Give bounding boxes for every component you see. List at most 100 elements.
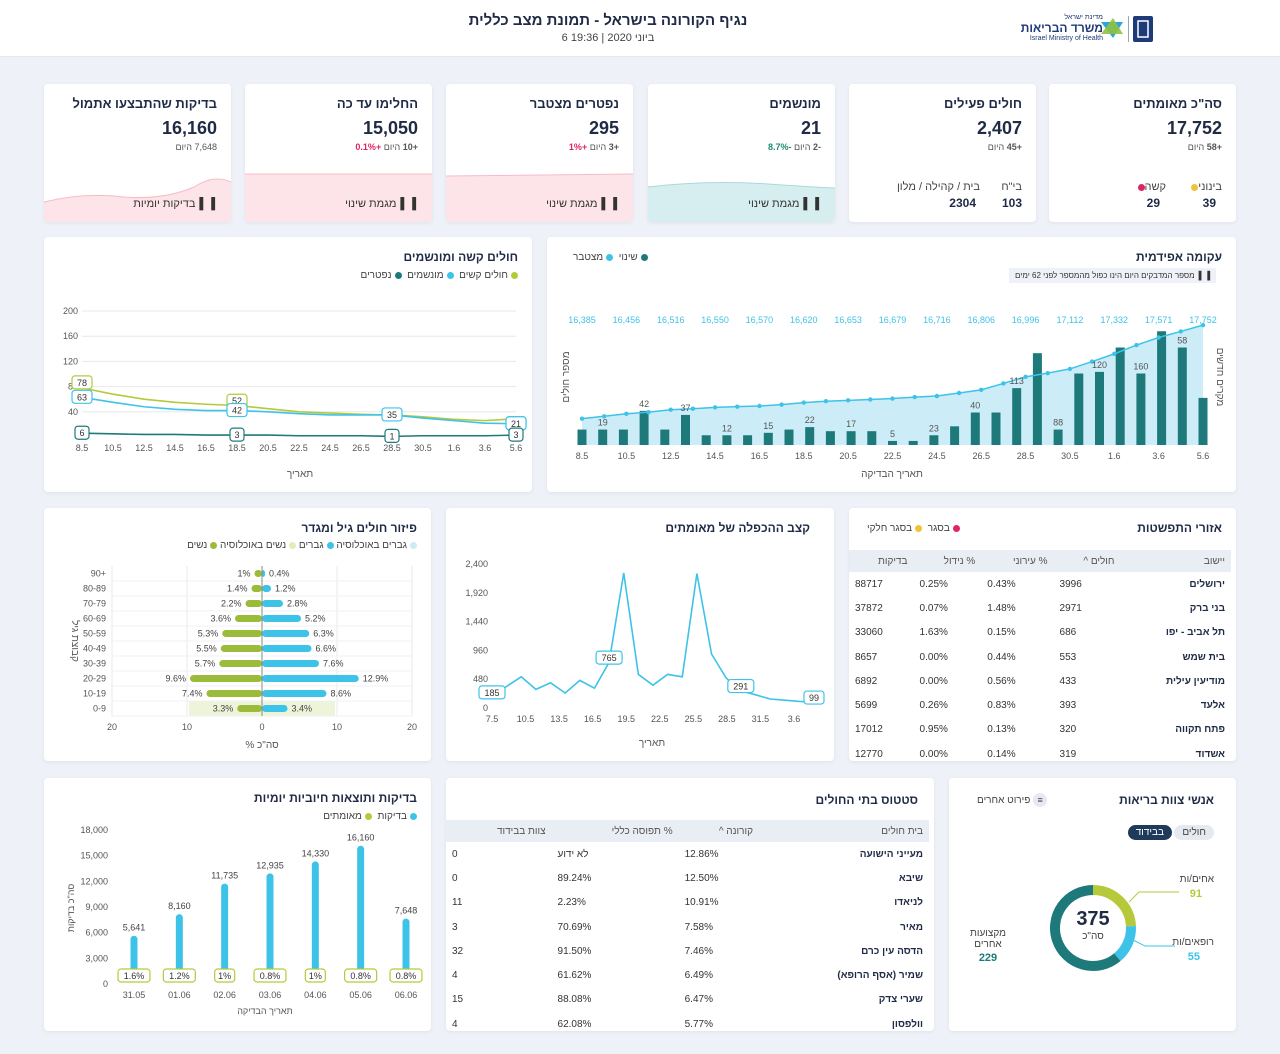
bar-label: 19 — [598, 418, 608, 428]
positive-pct-box — [304, 968, 326, 983]
ministry-logo: מדינת ישראל משרד הבריאות Israel Ministry… — [1005, 12, 1165, 46]
epi-bar — [577, 429, 587, 445]
trend-link[interactable]: ▐▌מגמת שינוי — [748, 198, 819, 210]
column-header[interactable]: % תפוסה כללי — [551, 820, 679, 842]
table-cell: 0.14% — [987, 748, 1016, 760]
menu-icon: ≡ — [1033, 793, 1048, 807]
column-header[interactable]: צוות בבידוד — [446, 820, 552, 842]
tests-bar — [175, 914, 183, 972]
table-cell: 12.50% — [684, 872, 719, 884]
male-bar — [262, 645, 312, 652]
series-line — [81, 432, 517, 438]
table-cell: 0 — [452, 872, 458, 884]
x-tick: 20.5 — [259, 443, 277, 453]
table-cell: 7.46% — [684, 945, 713, 957]
tab-isolation[interactable]: בבידוד — [1127, 825, 1172, 840]
female-bar — [245, 600, 262, 607]
callout: 3 — [513, 430, 518, 440]
epi-bar — [805, 427, 815, 445]
table-cell: 70.69% — [557, 921, 592, 933]
cumulative-label: 16,620 — [790, 315, 818, 325]
callout: 3 — [234, 430, 239, 440]
x-tick: 3.6 — [788, 714, 801, 724]
table-cell: 61.62% — [557, 970, 592, 982]
epi-bar — [950, 426, 960, 445]
bar-label: 17 — [846, 419, 856, 429]
x-axis-label: תאריך — [639, 738, 665, 749]
bar-label: 5 — [890, 429, 895, 439]
donut-segment — [1092, 885, 1136, 927]
x-tick: 5.6 — [1197, 451, 1210, 461]
column-header[interactable]: % נידול — [913, 550, 982, 572]
table-cell: 5699 — [855, 700, 878, 712]
table-row: לניאדו 10.91% 2.23% 11 — [446, 891, 929, 915]
table-cell: 1.63% — [919, 627, 948, 639]
column-header[interactable]: חולים ^ — [1053, 550, 1121, 572]
callout: 765 — [602, 653, 617, 663]
bar-chart-icon: ▐▌ — [1198, 271, 1210, 280]
trend-link[interactable]: ▐▌מגמת שינוי — [345, 198, 416, 210]
table-cell: 88.08% — [557, 994, 592, 1006]
x-tick: 22.5 — [651, 714, 669, 724]
table-cell: 6.47% — [684, 994, 713, 1006]
tab-sick[interactable]: חולים — [1174, 825, 1214, 840]
y-tick: 3,000 — [85, 953, 108, 963]
x-tick: 01.06 — [168, 990, 191, 1000]
daily-tests-link[interactable]: ▐▌בדיקות יומיות — [133, 198, 215, 210]
y-tick: 1,440 — [465, 617, 488, 627]
kpi-card-recovered[interactable]: החלימו עד כה 15,050 +10 היום +0.1% ▐▌מגמ… — [245, 84, 432, 222]
kpi-card-ventilated[interactable]: מונשמים 21 -2 היום -8.7% ▐▌מגמת שינוי — [648, 84, 835, 222]
bar-label: 23 — [929, 423, 939, 433]
y-tick: 200 — [63, 306, 78, 316]
trend-link[interactable]: ▐▌מגמת שינוי — [546, 198, 617, 210]
column-header[interactable]: בית חולים — [758, 820, 929, 842]
column-header[interactable]: יישוב — [1120, 550, 1231, 572]
bar-label: 42 — [639, 399, 649, 409]
kpi-card-tests[interactable]: בדיקות שהתבצעו אתמול 16,160 7,648 היום ▐… — [44, 84, 231, 222]
callout-box — [727, 678, 755, 694]
positive-pct: 1.6% — [124, 971, 145, 981]
table-row: בני ברק 2971 1.48% 0.07% 37872 — [849, 596, 1231, 620]
kpi-card-confirmed[interactable]: סה"כ מאומתים 17,752 +58 היום בינוני 39 ק… — [1049, 84, 1236, 222]
bar-value: 16,160 — [347, 833, 375, 843]
y-tick: 40 — [68, 407, 78, 417]
tests-bar — [402, 918, 410, 972]
column-header[interactable]: % עירוני — [981, 550, 1054, 572]
table-cell: 553 — [1059, 651, 1077, 663]
cumulative-point — [912, 394, 917, 400]
x-tick: 12.5 — [135, 443, 153, 453]
x-tick: 20 — [107, 722, 117, 732]
table-cell: 0.95% — [919, 724, 948, 736]
cumulative-point — [1045, 370, 1050, 376]
column-header[interactable]: בדיקות — [849, 550, 914, 572]
cumulative-point — [1156, 335, 1161, 340]
epi-bar — [701, 435, 711, 445]
x-tick: 28.5 — [383, 443, 401, 453]
bar-label: 88 — [1053, 418, 1063, 428]
table-cell: 0.00% — [919, 748, 948, 760]
callout: 78 — [77, 378, 87, 388]
kpi-card-active[interactable]: חולים פעילים 2,407 +45 היום בי"ח 103 בית… — [849, 84, 1036, 222]
kpi-card-deceased[interactable]: נפטרים מצטבר 295 +3 היום +1% ▐▌מגמת שינו… — [446, 84, 633, 222]
x-tick: 30.5 — [414, 443, 432, 453]
epi-bar — [908, 440, 918, 445]
table-row: תל אביב - יפו 686 0.15% 1.63% 33060 — [849, 621, 1231, 645]
table-cell: 11 — [452, 897, 463, 909]
cumulative-point — [801, 400, 806, 405]
positive-pct: 0.8% — [260, 971, 281, 981]
epi-bar — [888, 440, 897, 445]
other-details-filter[interactable]: ≡ פירוט אחרים — [977, 793, 1048, 807]
table-row: בית שמש 553 0.44% 0.00% 8657 — [849, 645, 1231, 669]
bar-value: 12,935 — [256, 860, 284, 870]
male-value: 6.3% — [313, 629, 334, 639]
y-tick: 2,400 — [465, 559, 488, 569]
female-bar — [251, 585, 262, 592]
male-bar — [262, 585, 271, 592]
x-tick: 02.06 — [213, 990, 236, 1000]
cumulative-point — [823, 399, 829, 404]
column-header[interactable]: קורונה ^ — [678, 820, 759, 842]
daily-tests-chart: 0 3,000 6,000 9,000 12,000 15,000 18,000 5,641 1… — [66, 825, 423, 1016]
x-tick: 0 — [259, 722, 264, 732]
x-tick: 14.5 — [166, 443, 184, 453]
table-cell: בית שמש — [1182, 651, 1225, 663]
